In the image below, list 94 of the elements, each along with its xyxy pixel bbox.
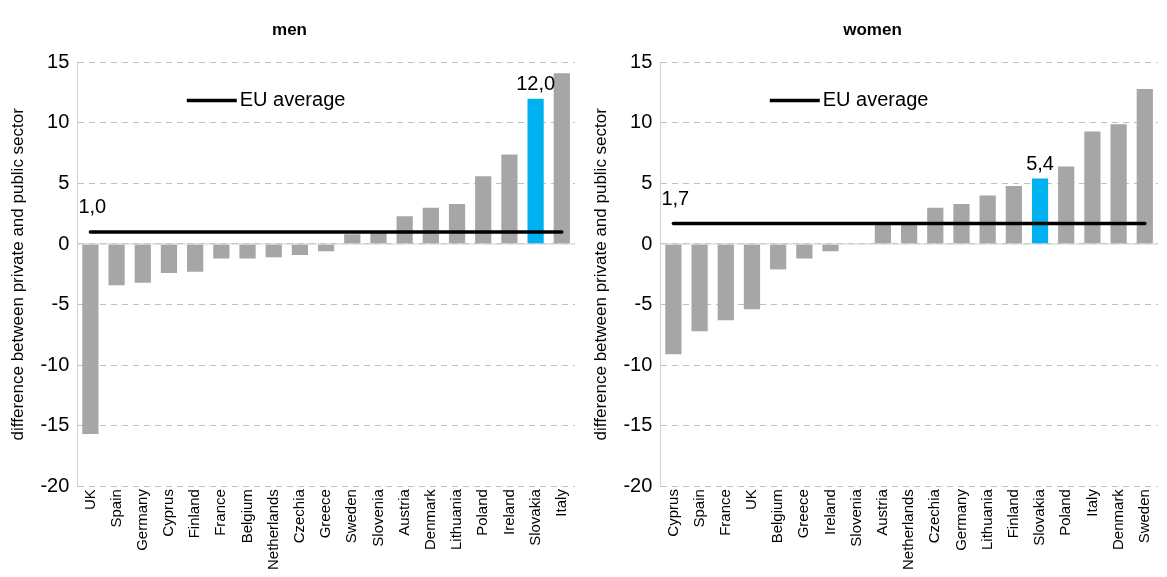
bar [527,98,544,244]
y-tick-label: 15 [630,49,653,72]
x-tick-label: Slovenia [846,488,864,547]
y-tick-label: -15 [623,413,653,436]
y-tick-label: 5 [641,170,653,193]
x-tick-label: Ireland [820,489,838,535]
bar [874,224,892,244]
y-tick-label: 15 [47,49,70,72]
x-tick-label: Czechia [925,488,943,544]
bar [1058,166,1075,244]
y-tick-label: -10 [40,352,70,375]
x-tick-label: Cyprus [159,489,177,537]
y-tick-label: -10 [623,352,653,375]
x-tick-label: Finland [1003,489,1021,539]
bar [82,244,99,435]
bar [344,234,361,244]
x-tick-label: Lithuania [447,488,465,551]
legend-label: EU average [239,88,346,111]
x-tick-label: Netherlands [263,489,281,571]
bar [553,73,570,244]
bar [291,244,309,255]
y-tick-label: -5 [634,292,653,315]
bar [108,244,125,286]
bar [1110,124,1127,244]
x-tick-label: Belgium [237,489,255,544]
bar [265,244,282,258]
bar [1084,131,1101,244]
bar [953,204,970,244]
data-label: 12,0 [516,72,556,95]
x-tick-label: Austria [873,488,891,536]
x-tick-label: Ireland [499,489,517,535]
bar [822,244,839,252]
chart-title: women [842,19,902,39]
bar [134,244,151,283]
bar [691,244,708,332]
data-label: 5,4 [1026,152,1054,175]
x-tick-label: Spain [106,489,124,528]
x-tick-label: Spain [689,489,707,528]
x-tick-label: Poland [1056,489,1074,536]
x-tick-label: Belgium [768,489,786,544]
x-tick-label: Lithuania [977,488,995,551]
chart-title: men [272,19,307,39]
x-tick-label: Sweden [1134,489,1152,544]
y-tick-label: 0 [58,231,70,254]
bar [501,154,518,244]
bar [1031,178,1049,244]
annotation: 1,7 [661,186,690,209]
bar [979,195,996,244]
y-tick-label: 10 [630,110,653,133]
x-tick-label: France [211,489,229,536]
x-tick-label: Italy [1082,488,1100,517]
bar [213,244,230,259]
x-tick-label: Italy [551,488,569,517]
x-tick-label: Greece [794,489,812,539]
x-tick-label: Austria [394,488,412,536]
x-tick-label: Germany [132,488,150,551]
x-tick-label: Slovakia [525,488,543,546]
x-tick-label: Germany [951,488,969,551]
bar [475,176,492,244]
annotation: 1,0 [78,195,107,218]
bar [160,244,178,274]
bar [187,244,204,272]
x-tick-label: France [715,489,733,536]
x-tick-label: UK [80,489,98,510]
x-tick-label: Greece [316,489,334,539]
x-tick-label: UK [742,489,760,510]
bar [770,244,787,270]
y-axis-title: difference between private and public sector [7,107,27,441]
bar [717,244,734,321]
bar [239,244,256,259]
x-tick-label: Denmark [420,488,438,550]
y-tick-label: -5 [51,292,70,315]
bar [743,244,761,310]
x-tick-label: Slovenia [368,488,386,547]
bar [1005,185,1022,244]
y-tick-label: 10 [47,110,70,133]
bar [665,244,682,355]
legend-label: EU average [822,88,929,111]
y-tick-label: -20 [40,473,70,496]
bar [1136,89,1153,244]
x-tick-label: Poland [473,489,491,536]
x-tick-label: Denmark [1108,488,1126,550]
x-tick-label: Czechia [290,488,308,544]
x-tick-label: Slovakia [1030,488,1048,546]
x-tick-label: Sweden [342,489,360,544]
y-tick-label: 0 [641,231,653,254]
x-tick-label: Finland [185,489,203,539]
y-tick-label: -20 [623,473,653,496]
x-tick-label: Netherlands [899,489,917,571]
bar [796,244,813,259]
y-tick-label: -15 [40,413,70,436]
x-tick-label: Cyprus [663,489,681,537]
y-axis-title: difference between private and public sector [590,107,610,441]
y-tick-label: 5 [58,170,70,193]
